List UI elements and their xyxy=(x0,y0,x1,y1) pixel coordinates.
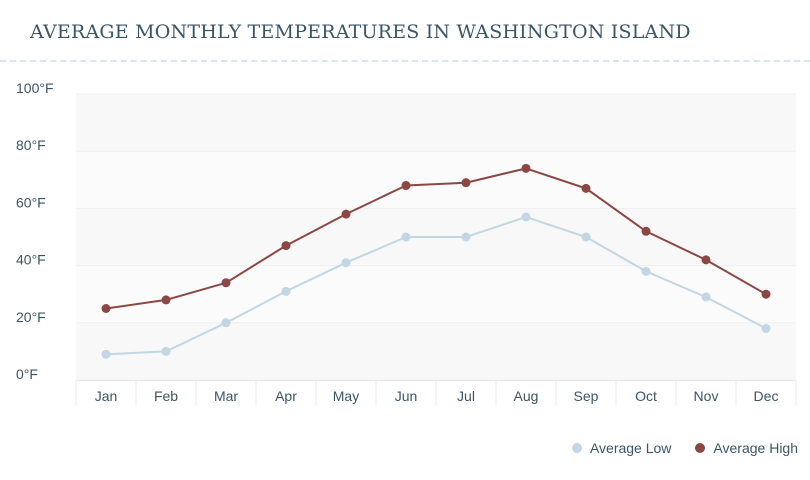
legend-label-high: Average High xyxy=(713,440,798,456)
x-tick-label: Jan xyxy=(95,388,118,404)
x-tick-label: Dec xyxy=(754,388,779,404)
series-points xyxy=(101,163,771,359)
x-tick-label: Apr xyxy=(275,388,297,404)
legend-dot-high xyxy=(695,443,706,453)
x-tick-label: May xyxy=(333,388,359,404)
y-tick-label: 60°F xyxy=(16,194,46,210)
data-point-high[interactable] xyxy=(161,295,171,305)
y-tick-label: 100°F xyxy=(16,80,54,96)
plot-band xyxy=(76,322,796,380)
data-point-low[interactable] xyxy=(701,292,711,302)
plot-band xyxy=(76,151,796,209)
data-point-high[interactable] xyxy=(281,241,291,251)
x-tick-label: Sep xyxy=(574,388,599,404)
y-tick-label: 80°F xyxy=(16,137,46,153)
data-point-high[interactable] xyxy=(581,183,591,193)
x-axis: Jan Feb Mar Apr May Jun Jul Aug Sep Oct Nov Dec xyxy=(75,380,797,406)
data-point-high[interactable] xyxy=(701,255,711,265)
data-point-low[interactable] xyxy=(281,286,291,296)
data-point-low[interactable] xyxy=(401,232,411,242)
data-point-low[interactable] xyxy=(521,212,531,222)
x-tick-label: Feb xyxy=(154,388,178,404)
data-point-high[interactable] xyxy=(641,226,651,236)
legend-label-low: Average Low xyxy=(589,440,672,456)
plot-bands xyxy=(76,93,796,381)
x-tick-label: Jun xyxy=(395,388,418,404)
x-tick-label: Nov xyxy=(694,388,719,404)
chart-title: AVERAGE MONTHLY TEMPERATURES IN WASHINGT… xyxy=(30,21,691,43)
data-point-low[interactable] xyxy=(581,232,591,242)
legend-dot-low xyxy=(571,443,582,453)
y-axis-ticks: 0°F 20°F 40°F 60°F 80°F 100°F xyxy=(16,80,54,382)
legend-item-high[interactable]: Average High xyxy=(695,440,798,456)
plot-band xyxy=(76,265,796,323)
legend-item-low[interactable]: Average Low xyxy=(571,440,672,456)
series-line-low xyxy=(105,215,767,356)
data-point-high[interactable] xyxy=(341,209,351,219)
data-point-high[interactable] xyxy=(221,278,231,288)
series-lines xyxy=(105,167,767,356)
x-tick-label: Aug xyxy=(514,388,539,404)
data-point-low[interactable] xyxy=(641,266,651,276)
data-point-high[interactable] xyxy=(521,163,531,173)
data-point-high[interactable] xyxy=(401,181,411,191)
x-tick-label: Mar xyxy=(214,388,238,404)
x-tick-label: Jul xyxy=(457,388,475,404)
series-line-high xyxy=(105,167,767,310)
plot-band xyxy=(76,94,796,152)
legend: Average Low Average High xyxy=(571,440,798,456)
data-point-low[interactable] xyxy=(101,349,111,359)
data-point-low[interactable] xyxy=(461,232,471,242)
data-point-high[interactable] xyxy=(461,178,471,188)
data-point-low[interactable] xyxy=(161,346,171,356)
x-tick-label: Oct xyxy=(635,388,657,404)
y-tick-label: 20°F xyxy=(16,309,46,325)
data-point-high[interactable] xyxy=(761,289,771,299)
data-point-low[interactable] xyxy=(221,318,231,328)
data-point-high[interactable] xyxy=(101,304,111,313)
data-point-low[interactable] xyxy=(761,324,771,334)
y-tick-label: 0°F xyxy=(16,366,38,382)
y-tick-label: 40°F xyxy=(16,252,46,268)
title-divider xyxy=(0,60,810,62)
data-point-low[interactable] xyxy=(341,258,351,268)
